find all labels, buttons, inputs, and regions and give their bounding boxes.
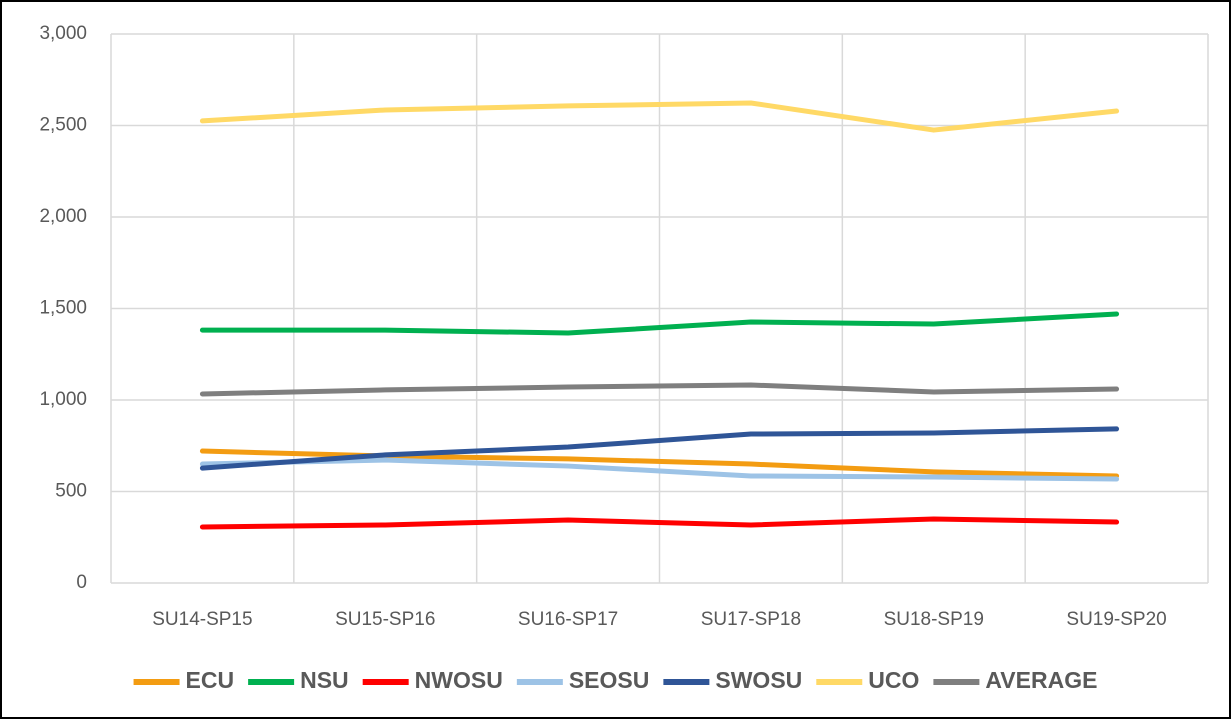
x-tick-label: SU16-SP17 bbox=[518, 609, 618, 630]
x-tick-label: SU18-SP19 bbox=[884, 609, 984, 630]
y-tick-label: 500 bbox=[55, 481, 87, 502]
x-tick-label: SU19-SP20 bbox=[1066, 609, 1166, 630]
x-tick-label: SU17-SP18 bbox=[701, 609, 801, 630]
series-line bbox=[199, 382, 1120, 397]
legend-label: AVERAGE bbox=[985, 667, 1097, 693]
x-tick-label: SU14-SP15 bbox=[152, 609, 252, 630]
y-tick-label: 1,000 bbox=[39, 389, 87, 410]
legend-label: NWOSU bbox=[415, 667, 503, 693]
legend-label: NSU bbox=[300, 667, 349, 693]
series-line bbox=[199, 100, 1120, 133]
y-tick-label: 1,500 bbox=[39, 298, 87, 319]
series-line bbox=[199, 516, 1120, 530]
y-tick-label: 0 bbox=[76, 572, 87, 593]
y-tick-label: 2,000 bbox=[39, 206, 87, 227]
series-line bbox=[199, 311, 1120, 336]
legend-label: UCO bbox=[868, 667, 919, 693]
legend-label: ECU bbox=[186, 667, 235, 693]
legend-label: SWOSU bbox=[715, 667, 802, 693]
legend-label: SEOSU bbox=[569, 667, 650, 693]
series-line bbox=[199, 457, 1120, 482]
y-tick-label: 3,000 bbox=[39, 23, 87, 44]
x-tick-label: SU15-SP16 bbox=[335, 609, 435, 630]
series-line bbox=[199, 426, 1120, 471]
y-tick-label: 2,500 bbox=[39, 115, 87, 136]
